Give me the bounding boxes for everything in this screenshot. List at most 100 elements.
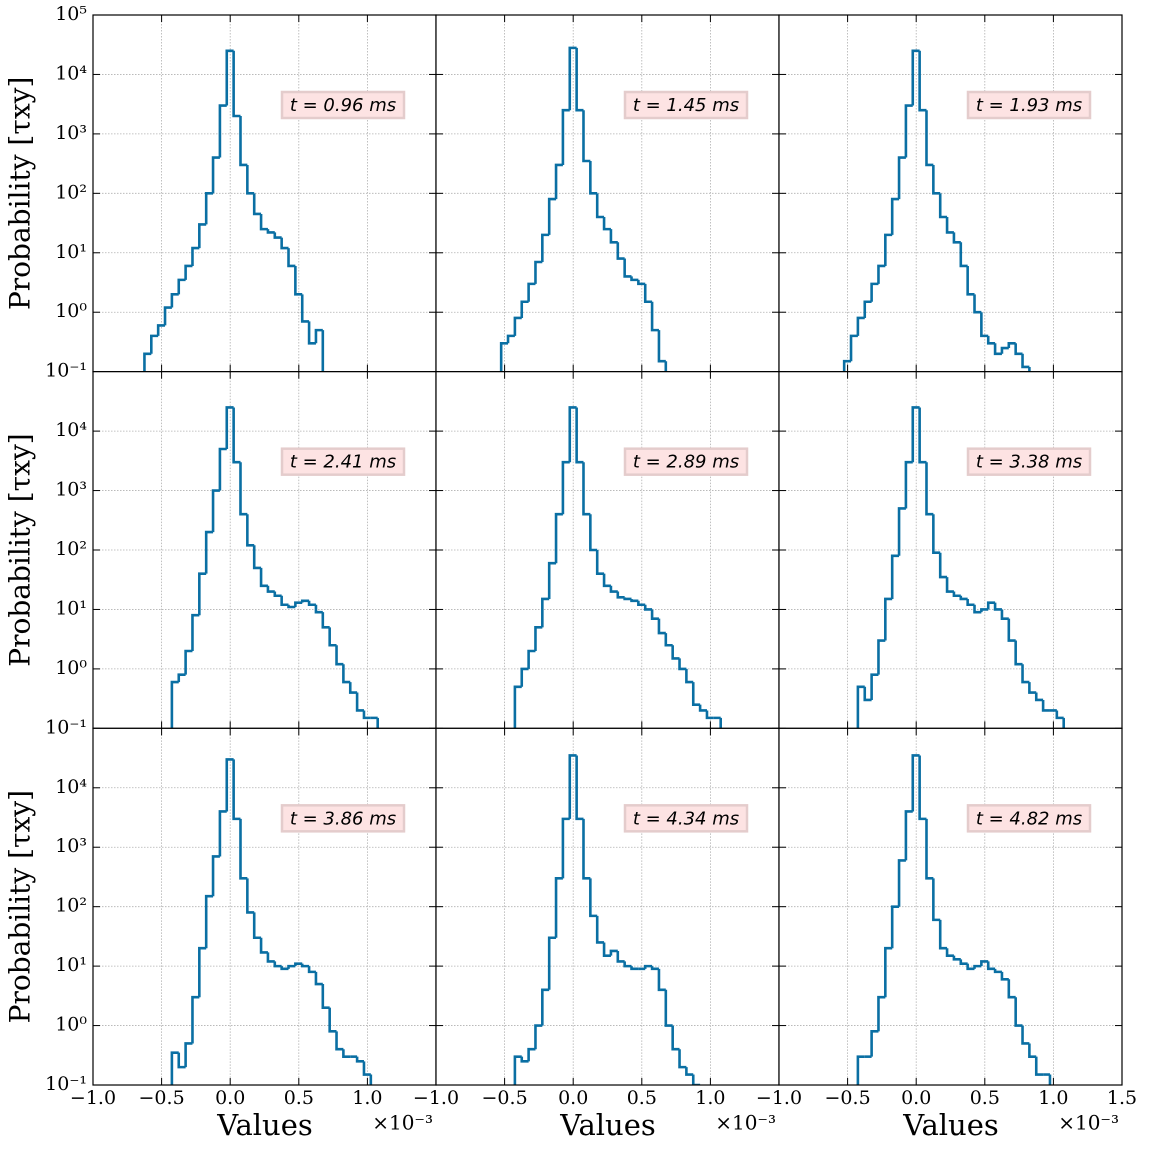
histogram-step (170, 680, 179, 729)
histogram-step (973, 294, 982, 314)
histogram-step (595, 550, 605, 575)
histogram-step (698, 704, 707, 712)
histogram-step (938, 919, 948, 950)
histogram-step (589, 878, 598, 918)
annotation: t = 1.45 ms (633, 95, 739, 116)
histogram-step (1028, 1043, 1037, 1058)
y-axis-label: Probability [τxy] (4, 790, 37, 1023)
y-tick-label: 10¹ (55, 954, 87, 976)
histogram-step (561, 817, 570, 879)
histogram-step (966, 598, 975, 607)
histogram-step (321, 330, 325, 372)
histogram-step (685, 1067, 694, 1076)
frame (778, 727, 1123, 1086)
histogram-step (630, 598, 639, 603)
histogram-step (177, 1052, 186, 1069)
histogram-step (280, 966, 289, 971)
histogram-step (904, 104, 913, 158)
histogram-step (191, 995, 200, 1044)
annotation: t = 4.82 ms (976, 808, 1082, 829)
histogram (856, 754, 1052, 1086)
histogram-step (218, 810, 227, 857)
histogram-step (280, 595, 289, 607)
histogram-step (952, 955, 961, 961)
histogram-step (589, 514, 598, 552)
histogram-step (541, 988, 550, 1026)
histogram-step (184, 649, 193, 675)
histogram-step (1014, 343, 1023, 356)
histogram-step (506, 334, 515, 344)
histogram-step (980, 312, 989, 338)
histogram-step (314, 328, 323, 344)
histogram-step (300, 963, 310, 968)
x-tick-label: −1.0 (70, 1087, 116, 1109)
histogram-step (342, 664, 351, 684)
histogram-step (870, 673, 879, 700)
annotation: t = 2.89 ms (633, 452, 739, 473)
histogram-step (534, 1024, 543, 1050)
histogram-step (232, 407, 241, 464)
histogram-step (307, 966, 316, 974)
histogram-step (232, 759, 241, 821)
histogram-step (938, 552, 948, 579)
histogram-step (657, 618, 666, 635)
histogram-step (966, 265, 975, 296)
histogram-step (143, 352, 152, 372)
annotation-box (280, 447, 406, 476)
histogram-step (973, 964, 982, 969)
histogram-step (897, 156, 906, 200)
annotation-box (623, 447, 749, 476)
histogram-step (582, 110, 591, 163)
histogram-step (925, 110, 934, 167)
histogram-step (355, 692, 364, 712)
histogram-step (897, 859, 906, 907)
histogram-step (541, 233, 550, 262)
panel: t = 4.82 ms −1.0 −0.5 0.0 0.5 1.0 1.5 Values ×10… (756, 727, 1137, 1142)
histogram-step (259, 213, 268, 231)
panel: t = 2.89 ms (435, 371, 780, 729)
histogram-step (314, 604, 323, 614)
x-offset-label: ×10⁻³ (715, 1111, 776, 1135)
y-tick-label: 10² (55, 538, 87, 560)
y-tick-label: 10¹ (55, 597, 87, 619)
histogram-step (561, 108, 570, 165)
histogram-step (945, 216, 954, 234)
histogram-step (691, 682, 701, 706)
histogram-step (554, 163, 563, 200)
histogram-step (259, 567, 268, 588)
histogram-step (307, 600, 316, 607)
histogram-step (595, 193, 605, 219)
histogram-step (211, 855, 220, 897)
histogram-step (1014, 997, 1023, 1027)
histogram-step (904, 460, 913, 509)
histogram-step (252, 545, 262, 570)
histogram-step (582, 818, 591, 880)
histogram-step (499, 342, 509, 372)
y-tick-label: 10⁵ (55, 3, 87, 25)
histogram-step (575, 407, 584, 464)
histogram-step (225, 406, 234, 450)
histogram-step (163, 306, 172, 326)
histogram-step (280, 237, 289, 250)
histogram-step (637, 600, 646, 607)
panel: t = 2.41 ms 10⁻¹ 10⁰ 10¹ 10² 10³ 10⁴ Probabilit… (4, 371, 437, 738)
histogram-step (191, 246, 200, 266)
histogram-step (246, 514, 255, 547)
histogram-step (547, 197, 557, 235)
histogram-step (890, 554, 900, 599)
histogram-step (623, 258, 632, 278)
histogram-step (547, 561, 557, 599)
y-tick-label: 10⁻¹ (45, 716, 87, 738)
y-tick-label: 10⁰ (55, 1014, 87, 1036)
y-tick-label: 10⁰ (55, 657, 87, 679)
histogram-step (650, 966, 659, 971)
histogram-step (705, 710, 714, 720)
panel: t = 0.96 ms 10⁻¹ 10⁰ 10¹ 10² 10³ 10⁴ 10⁵ Probabi… (4, 3, 437, 382)
histogram-step (335, 1031, 344, 1051)
y-tick-label: 10⁴ (55, 419, 87, 441)
x-tick-label: −0.5 (482, 1087, 528, 1109)
histogram-step (884, 597, 893, 641)
histogram-step (1041, 699, 1050, 712)
histogram-step (890, 905, 900, 949)
histogram-step (534, 626, 543, 651)
